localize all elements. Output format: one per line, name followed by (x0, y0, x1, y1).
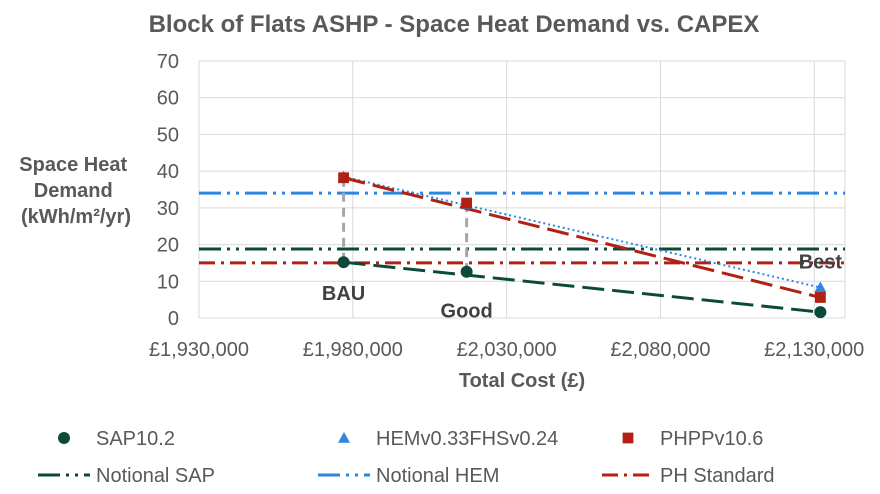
legend-label: PH Standard (660, 465, 775, 487)
y-tick-label: 20 (157, 235, 179, 257)
x-tick-label: £1,930,000 (149, 339, 249, 361)
legend-label: PHPPv10.6 (660, 428, 763, 450)
chart-title: Block of Flats ASHP - Space Heat Demand … (149, 11, 760, 38)
annotations: BAU Good Best (322, 252, 842, 323)
data-markers (337, 170, 827, 319)
annotation-label: Best (799, 252, 843, 274)
y-axis-title-line-2: Demand (34, 180, 113, 202)
data-point-phppv10-6 (814, 292, 826, 303)
data-point-sap10-2 (814, 306, 827, 319)
y-axis-title-line-3: (kWh/m²/yr) (21, 206, 131, 228)
legend-marker (338, 432, 350, 443)
data-point-phppv10-6 (338, 172, 349, 184)
y-tick-label: 40 (157, 161, 179, 183)
legend-label: HEMv0.33FHSv0.24 (376, 428, 558, 450)
legend-label: Notional HEM (376, 465, 499, 487)
y-tick-label: 10 (157, 271, 179, 293)
annotation-label: BAU (322, 283, 365, 305)
legend-label: SAP10.2 (96, 428, 175, 450)
x-axis-title: Total Cost (£) (459, 370, 585, 392)
drop-lines (342, 177, 469, 272)
annotation-label: Good (441, 301, 493, 323)
data-point-phppv10-6 (461, 197, 473, 209)
y-tick-label: 50 (157, 124, 179, 146)
y-tick-labels: 0 10 20 30 40 50 60 70 (157, 51, 179, 330)
y-tick-label: 70 (157, 51, 179, 73)
trendline-hemv0-33fhsv0-24 (343, 175, 821, 289)
data-point-hemv0-33fhsv0-24 (814, 281, 827, 293)
x-tick-label: £2,080,000 (610, 339, 710, 361)
legend-label: Notional SAP (96, 465, 215, 487)
x-tick-label: £1,980,000 (303, 339, 403, 361)
y-axis-title: Space Heat Demand (kWh/m²/yr) (19, 154, 132, 228)
reference-lines (199, 191, 845, 265)
x-tick-labels: £1,930,000 £1,980,000 £2,030,000 £2,080,000… (149, 339, 864, 361)
data-point-sap10-2 (337, 256, 350, 269)
y-tick-label: 60 (157, 88, 179, 110)
trendline-phppv10-6 (343, 176, 821, 299)
trendline-sap10-2 (343, 260, 821, 314)
trendlines (343, 175, 821, 314)
legend-marker (622, 432, 634, 444)
y-tick-label: 30 (157, 198, 179, 220)
legend: SAP10.2 HEMv0.33FHSv0.24 PHPPv10.6 Notional… (38, 428, 775, 487)
gridlines (198, 60, 846, 319)
y-tick-label: 0 (168, 308, 179, 330)
data-point-sap10-2 (460, 265, 473, 278)
y-axis-title-line-1: Space Heat (19, 154, 127, 176)
x-tick-label: £2,130,000 (764, 339, 864, 361)
legend-marker (58, 432, 70, 444)
x-tick-label: £2,030,000 (457, 339, 557, 361)
